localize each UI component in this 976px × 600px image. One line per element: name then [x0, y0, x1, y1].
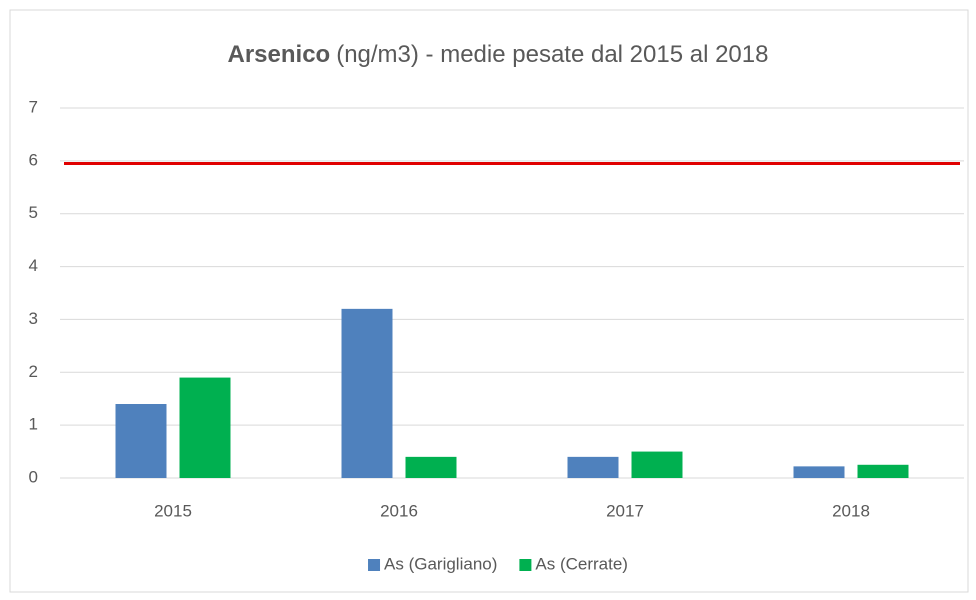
bar — [631, 451, 683, 478]
title-rest: (ng/m3) - medie pesate dal 2015 al 2018 — [336, 41, 768, 68]
y-tick-label: 0 — [29, 467, 38, 486]
y-tick-label: 1 — [29, 415, 38, 434]
y-tick-label: 3 — [29, 309, 38, 328]
bar — [793, 466, 845, 478]
y-tick-label: 5 — [29, 203, 38, 222]
bar — [115, 404, 167, 478]
title-bold: Arsenico — [228, 41, 331, 68]
y-tick-label: 6 — [29, 150, 38, 169]
x-tick-label: 2018 — [832, 501, 870, 520]
chart-frame — [9, 9, 969, 593]
bar — [857, 464, 909, 478]
legend-swatch — [519, 559, 532, 571]
x-tick-label: 2016 — [380, 501, 418, 520]
legend-label: As (Garigliano) — [384, 554, 497, 573]
legend-item: As (Cerrate) — [519, 554, 628, 573]
y-tick-label: 7 — [29, 97, 38, 116]
bar — [405, 456, 457, 478]
bar — [179, 377, 231, 478]
bar — [341, 308, 393, 478]
bar — [567, 456, 619, 478]
x-tick-label: 2017 — [606, 501, 644, 520]
legend-swatch — [368, 559, 381, 571]
legend-label: As (Cerrate) — [535, 554, 628, 573]
x-tick-label: 2015 — [154, 501, 192, 520]
legend-item: As (Garigliano) — [368, 554, 497, 573]
chart-title: Arsenico (ng/m3) - medie pesate dal 2015 … — [228, 41, 769, 68]
y-tick-label: 2 — [29, 362, 38, 381]
y-tick-label: 4 — [29, 256, 38, 275]
